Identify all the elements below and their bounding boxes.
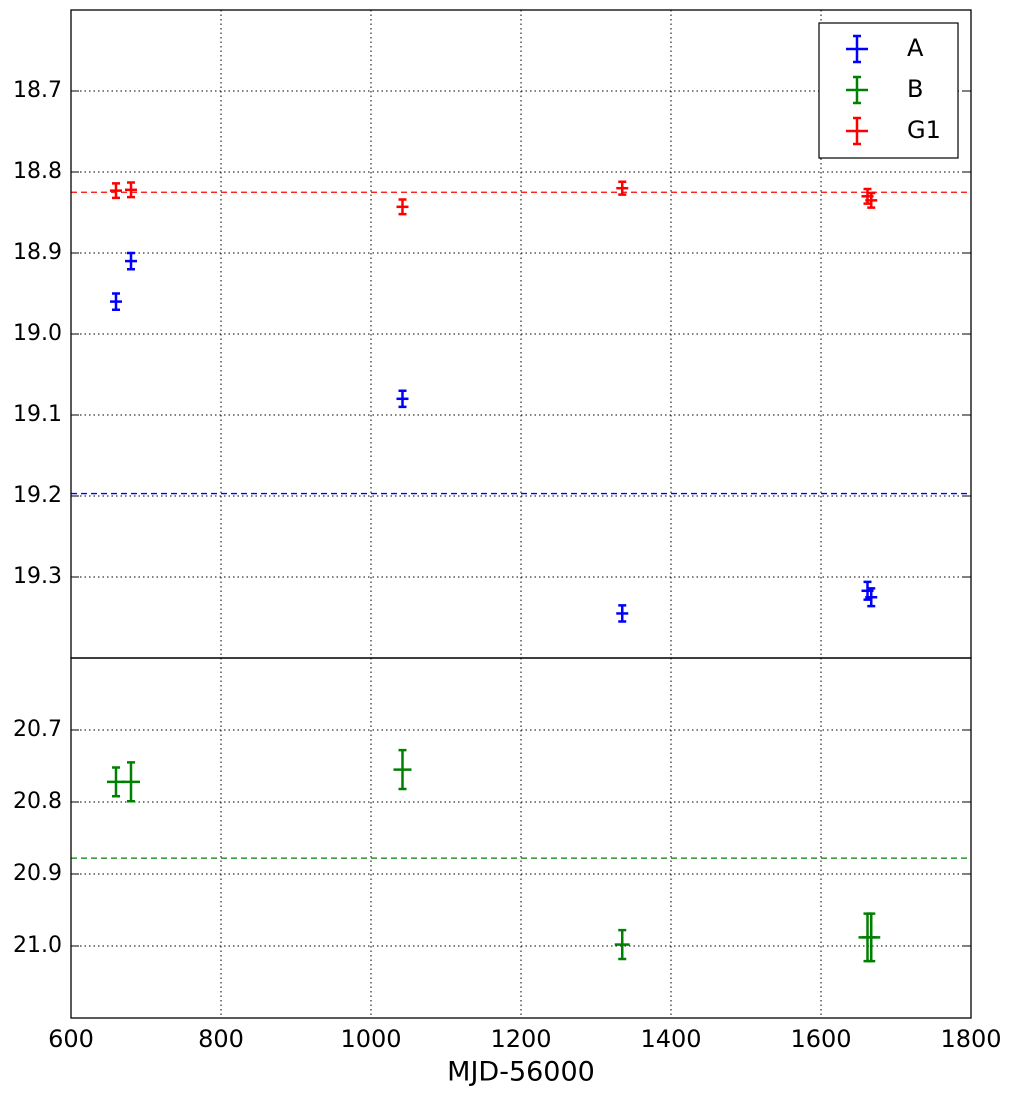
y-tick-label: 18.7 <box>13 78 62 103</box>
x-tick-label: 1000 <box>340 1025 401 1053</box>
y-tick-label: 18.9 <box>13 240 62 265</box>
axes-frame <box>70 657 972 1019</box>
legend-marker <box>846 34 868 64</box>
legend-label: G1 <box>907 116 941 144</box>
x-tick-label: 1600 <box>790 1025 851 1053</box>
x-tick-label: 800 <box>198 1025 244 1053</box>
x-tick-label: 600 <box>48 1025 94 1053</box>
y-tick-label: 18.8 <box>13 159 62 184</box>
x-tick-label: 1800 <box>940 1025 1001 1053</box>
legend-label: B <box>907 75 923 103</box>
y-tick-label: 19.1 <box>13 402 62 427</box>
legend-marker <box>846 75 868 105</box>
y-tick-label: 20.7 <box>13 717 62 742</box>
y-tick-label: 19.3 <box>13 564 62 589</box>
x-axis-label: MJD-56000 <box>447 1057 595 1088</box>
y-tick-label: 19.0 <box>13 321 62 346</box>
y-tick-label: 19.2 <box>13 483 62 508</box>
y-tick-label: 20.9 <box>13 861 62 886</box>
legend-label: A <box>907 34 924 62</box>
x-tick-label: 1400 <box>640 1025 701 1053</box>
y-tick-label: 21.0 <box>13 933 62 958</box>
y-tick-label: 20.8 <box>13 789 62 814</box>
legend-marker <box>846 116 868 146</box>
legend-box <box>818 22 959 159</box>
x-tick-label: 1200 <box>490 1025 551 1053</box>
